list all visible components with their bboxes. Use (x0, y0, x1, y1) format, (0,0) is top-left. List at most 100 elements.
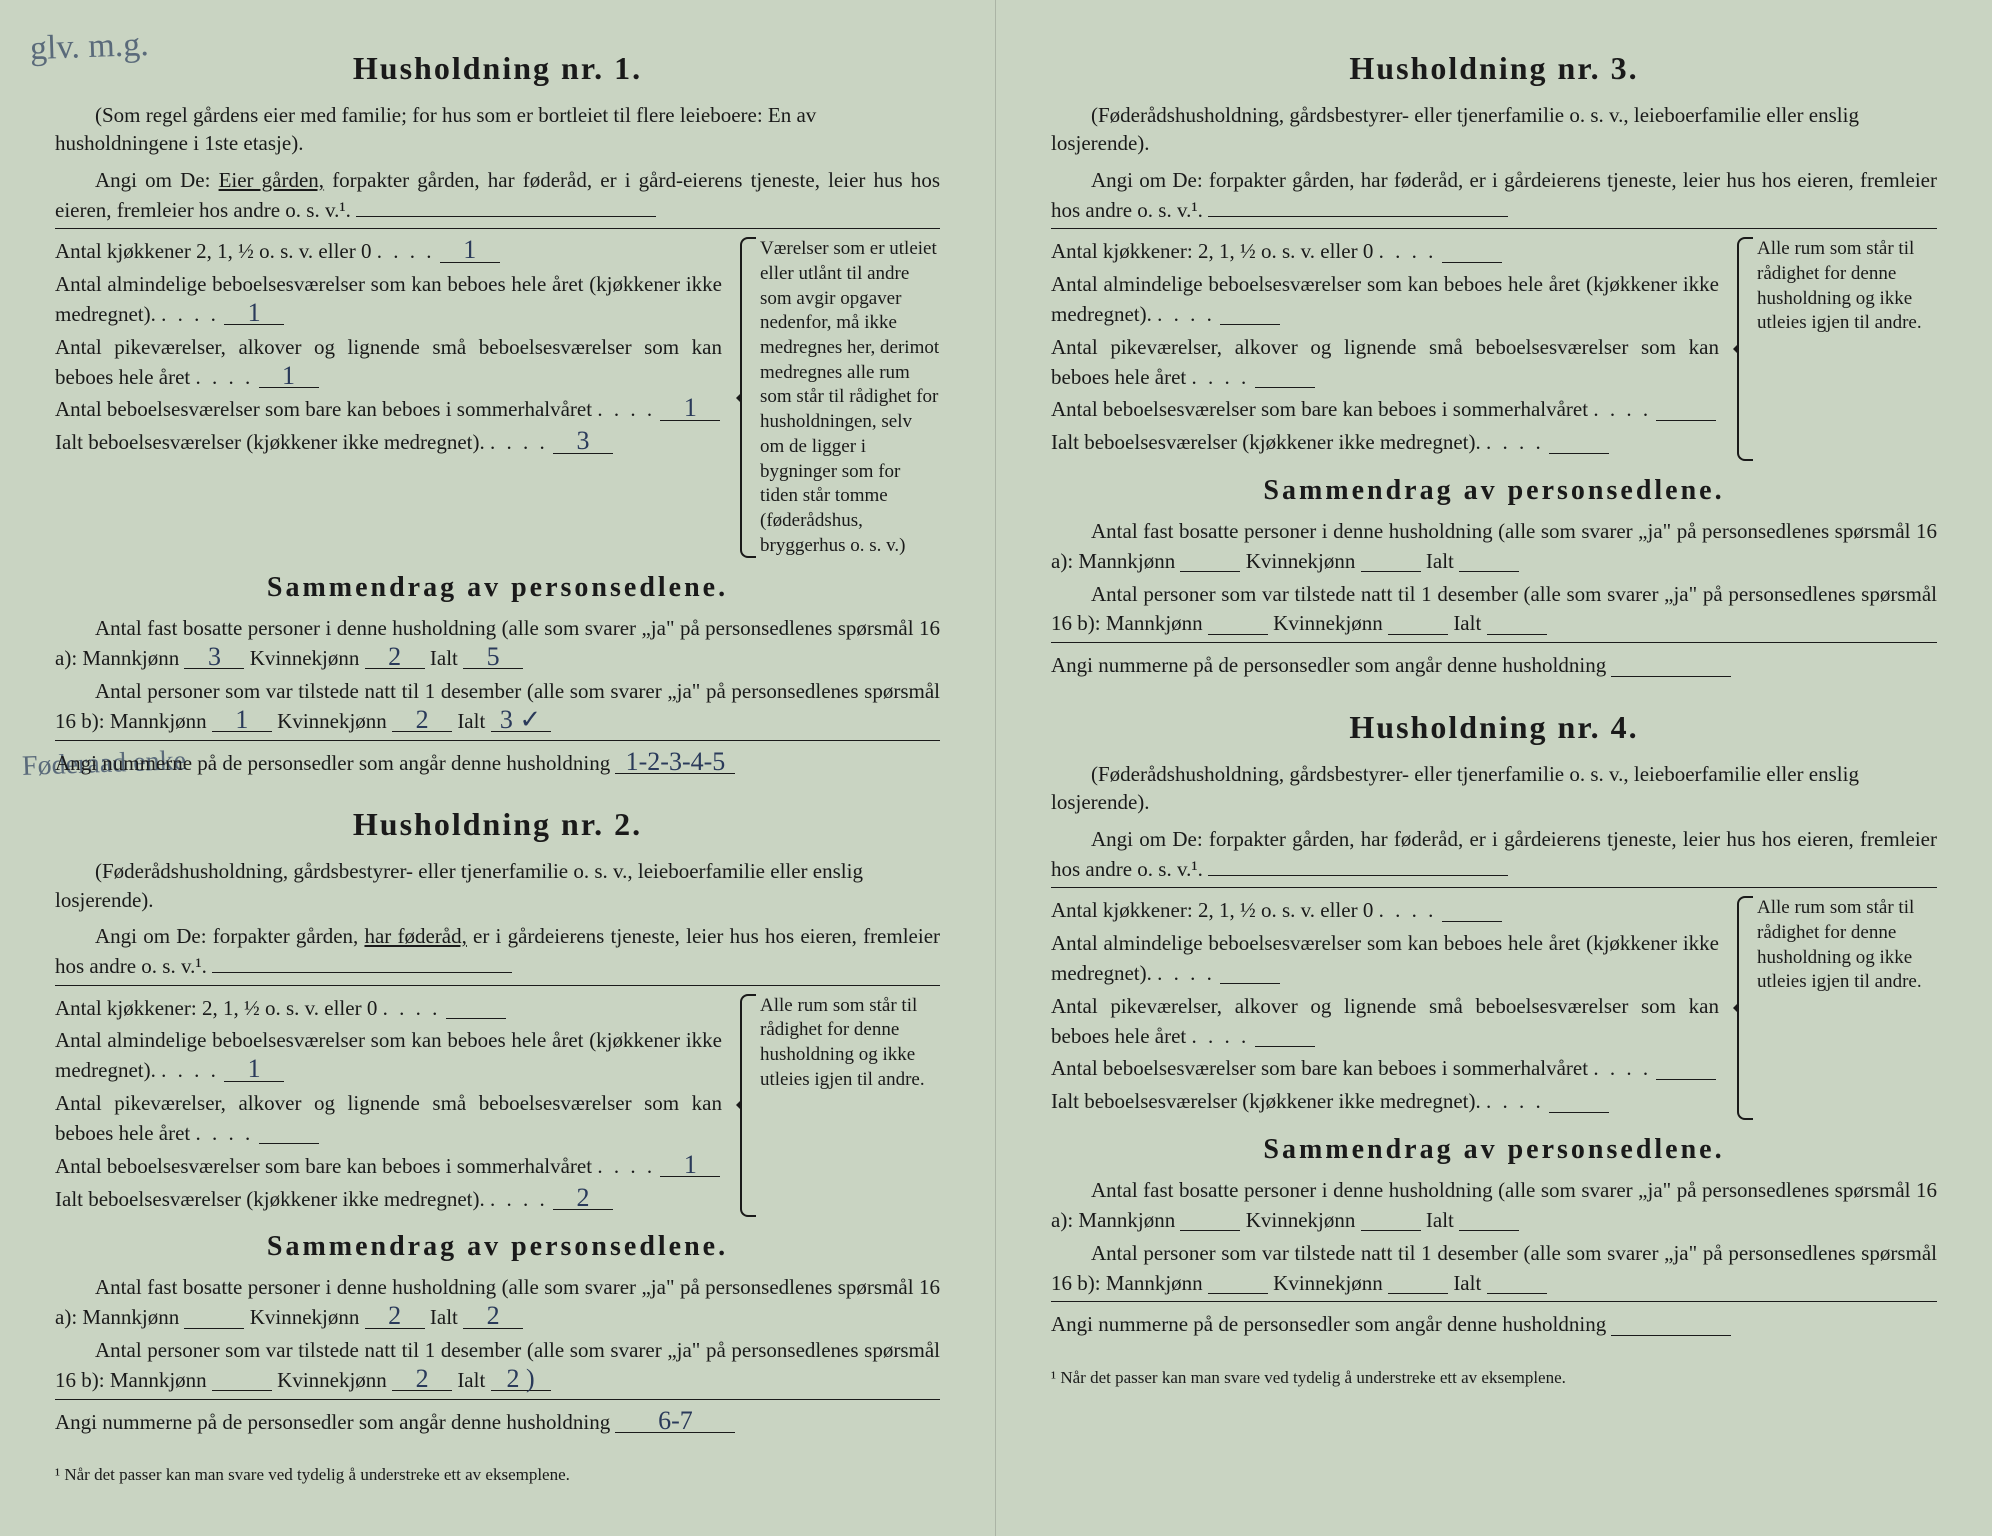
side-note: Alle rum som står til rådighet for denne… (740, 994, 940, 1218)
fast-bosatte-line: Antal fast bosatte personer i denne hush… (1051, 1176, 1937, 1236)
fast-mann (1180, 1207, 1240, 1231)
tilstede-line: Antal personer som var tilstede natt til… (1051, 1239, 1937, 1299)
room-row: Ialt beboelsesværelser (kjøkkener ikke m… (55, 428, 722, 458)
room-value (1442, 238, 1502, 262)
household-2: Husholdning nr. 2. (Føderådshusholdning, … (55, 806, 940, 1437)
nummer-value: 1-2-3-4-5 (615, 750, 735, 774)
fast-bosatte-line: Antal fast bosatte personer i denne hush… (55, 614, 940, 674)
angi-line: Angi om De: forpakter gården, har føderå… (55, 922, 940, 982)
til-mann (212, 1367, 272, 1391)
footnote-right: ¹ Når det passer kan man svare ved tydel… (1051, 1368, 1937, 1388)
room-value: 2 (553, 1186, 613, 1210)
nummer-value (1611, 652, 1731, 676)
nummer-value (1611, 1311, 1731, 1335)
room-row: Antal almindelige beboelsesværelser som … (55, 1026, 722, 1086)
household-intro: (Som regel gårdens eier med familie; for… (55, 101, 940, 158)
room-value (259, 1120, 319, 1144)
tilstede-line: Antal personer som var tilstede natt til… (55, 1336, 940, 1396)
summary-title: Sammendrag av personsedlene. (55, 572, 940, 604)
summary-title: Sammendrag av personsedlene. (1051, 1134, 1937, 1166)
room-value (1220, 301, 1280, 325)
rooms-block: Antal kjøkkener: 2, 1, ½ o. s. v. eller … (1051, 896, 1937, 1120)
room-value (1549, 429, 1609, 453)
room-value (1656, 1055, 1716, 1079)
rooms-block: Antal kjøkkener 2, 1, ½ o. s. v. eller 0… (55, 237, 940, 558)
household-intro: (Føderådshusholdning, gårdsbestyrer- ell… (55, 857, 940, 914)
nummer-line: Angi nummerne på de personsedler som ang… (1051, 651, 1937, 681)
summary-title: Sammendrag av personsedlene. (1051, 475, 1937, 507)
room-value (1255, 364, 1315, 388)
room-row: Ialt beboelsesværelser (kjøkkener ikke m… (1051, 428, 1719, 458)
room-value (446, 995, 506, 1019)
til-kvinne (1388, 1270, 1448, 1294)
room-value (1549, 1088, 1609, 1112)
room-row: Antal almindelige beboelsesværelser som … (1051, 929, 1719, 989)
til-kvinne (1388, 610, 1448, 634)
fast-kvinne (1361, 548, 1421, 572)
fast-mann (1180, 548, 1240, 572)
household-title: Husholdning nr. 2. (55, 806, 940, 843)
angi-line: Angi om De: Eier gården, forpakter gårde… (55, 166, 940, 226)
tilstede-line: Antal personer som var tilstede natt til… (55, 677, 940, 737)
right-page: Husholdning nr. 3. (Føderådshusholdning, … (996, 0, 1992, 1536)
room-value (1442, 897, 1502, 921)
room-row: Antal almindelige beboelsesværelser som … (55, 270, 722, 330)
rooms-block: Antal kjøkkener: 2, 1, ½ o. s. v. eller … (55, 994, 940, 1218)
side-note: Alle rum som står til rådighet for denne… (1737, 237, 1937, 461)
fast-bosatte-line: Antal fast bosatte personer i denne hush… (55, 1273, 940, 1333)
room-row: Antal beboelsesværelser som bare kan beb… (1051, 395, 1719, 425)
nummer-value: 6-7 (615, 1409, 735, 1433)
room-row: Antal pikeværelser, alkover og lignende … (55, 333, 722, 393)
fast-mann: 3 (184, 645, 244, 669)
side-note: Alle rum som står til rådighet for denne… (1737, 896, 1937, 1120)
room-value: 1 (259, 364, 319, 388)
tilstede-line: Antal personer som var tilstede natt til… (1051, 580, 1937, 640)
fast-ialt: 2 (463, 1304, 523, 1328)
room-value: 1 (224, 1057, 284, 1081)
household-title: Husholdning nr. 4. (1051, 709, 1937, 746)
household-4: Husholdning nr. 4. (Føderådshusholdning, … (1051, 709, 1937, 1340)
fast-kvinne: 2 (365, 1304, 425, 1328)
nummer-line: Angi nummerne på de personsedler som ang… (55, 749, 940, 779)
room-row: Antal beboelsesværelser som bare kan beb… (1051, 1054, 1719, 1084)
til-kvinne: 2 (392, 1367, 452, 1391)
room-row: Antal kjøkkener 2, 1, ½ o. s. v. eller 0… (55, 237, 722, 267)
room-value (1656, 396, 1716, 420)
room-value: 3 (553, 429, 613, 453)
til-mann (1208, 610, 1268, 634)
til-mann (1208, 1270, 1268, 1294)
til-kvinne: 2 (392, 708, 452, 732)
room-row: Antal kjøkkener: 2, 1, ½ o. s. v. eller … (1051, 237, 1719, 267)
household-intro: (Føderådshusholdning, gårdsbestyrer- ell… (1051, 760, 1937, 817)
footnote-left: ¹ Når det passer kan man svare ved tydel… (55, 1465, 940, 1485)
household-title: Husholdning nr. 3. (1051, 50, 1937, 87)
fast-ialt (1459, 548, 1519, 572)
room-value: 1 (660, 1153, 720, 1177)
summary-title: Sammendrag av personsedlene. (55, 1231, 940, 1263)
room-row: Ialt beboelsesværelser (kjøkkener ikke m… (55, 1185, 722, 1215)
room-row: Antal pikeværelser, alkover og lignende … (55, 1089, 722, 1149)
room-value: 1 (224, 301, 284, 325)
angi-line: Angi om De: forpakter gården, har føderå… (1051, 825, 1937, 885)
fast-ialt (1459, 1207, 1519, 1231)
til-ialt (1487, 610, 1547, 634)
fast-kvinne (1361, 1207, 1421, 1231)
room-row: Antal beboelsesværelser som bare kan beb… (55, 1152, 722, 1182)
room-row: Antal kjøkkener: 2, 1, ½ o. s. v. eller … (1051, 896, 1719, 926)
nummer-line: Angi nummerne på de personsedler som ang… (1051, 1310, 1937, 1340)
room-row: Antal pikeværelser, alkover og lignende … (1051, 333, 1719, 393)
room-value (1255, 1023, 1315, 1047)
household-1: Husholdning nr. 1. (Som regel gårdens eie… (55, 50, 940, 778)
fast-bosatte-line: Antal fast bosatte personer i denne hush… (1051, 517, 1937, 577)
room-value (1220, 960, 1280, 984)
room-row: Antal pikeværelser, alkover og lignende … (1051, 992, 1719, 1052)
left-page: Husholdning nr. 1. (Som regel gårdens eie… (0, 0, 996, 1536)
fast-mann (184, 1304, 244, 1328)
household-3: Husholdning nr. 3. (Føderådshusholdning, … (1051, 50, 1937, 681)
room-row: Ialt beboelsesværelser (kjøkkener ikke m… (1051, 1087, 1719, 1117)
room-row: Antal beboelsesværelser som bare kan beb… (55, 395, 722, 425)
household-intro: (Føderådshusholdning, gårdsbestyrer- ell… (1051, 101, 1937, 158)
household-title: Husholdning nr. 1. (55, 50, 940, 87)
room-value: 1 (440, 238, 500, 262)
til-ialt: 2 ) (491, 1367, 551, 1391)
